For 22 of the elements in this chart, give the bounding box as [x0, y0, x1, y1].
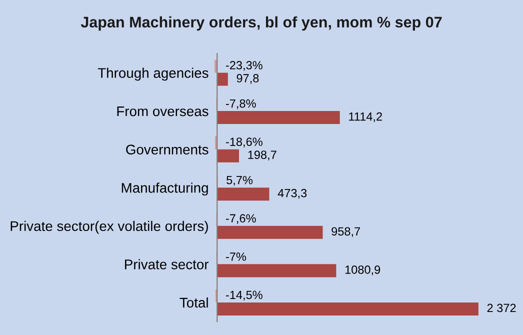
data-label: -14,5% — [226, 290, 262, 301]
data-label: 198,7 — [248, 150, 276, 160]
data-label: 5,7% — [226, 176, 253, 186]
chart-title: Japan Machinery orders, bl of yen, mom % sep 07 — [80, 16, 442, 31]
data-label: 473,3 — [278, 188, 307, 199]
data-label: -7% — [226, 252, 246, 261]
y-tick-label: Private sector(ex volatile orders) — [10, 220, 208, 234]
data-label: 97,8 — [236, 74, 259, 84]
y-tick-label: Through agencies — [98, 68, 208, 81]
data-label: -7,6% — [226, 214, 256, 224]
data-label: 2 372 — [487, 304, 516, 312]
y-tick-label: From overseas — [117, 106, 208, 116]
data-label: 1080,9 — [345, 265, 380, 276]
y-tick-label: Private sector — [125, 259, 209, 270]
data-label: 958,7 — [332, 227, 360, 237]
data-label: -23,3% — [226, 61, 262, 71]
y-tick-label: Manufacturing — [122, 182, 208, 196]
data-label: 1114,2 — [349, 112, 382, 122]
y-tick-label: Governments — [126, 144, 208, 154]
y-tick-label: Total — [180, 297, 208, 308]
data-label: -7,8% — [226, 99, 256, 110]
data-label: -18,6% — [226, 138, 262, 148]
